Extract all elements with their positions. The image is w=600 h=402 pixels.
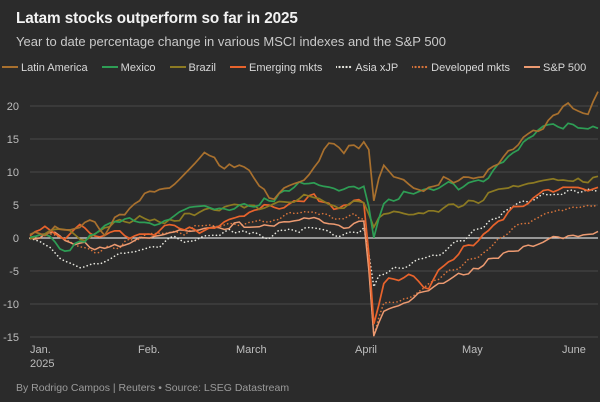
svg-text:-5: -5 — [9, 266, 19, 278]
svg-text:Jan.: Jan. — [30, 344, 51, 356]
svg-text:June: June — [562, 344, 586, 356]
svg-text:20: 20 — [7, 101, 19, 113]
svg-text:May: May — [462, 344, 483, 356]
svg-text:2025: 2025 — [30, 358, 54, 370]
svg-text:-15: -15 — [3, 332, 19, 344]
svg-text:10: 10 — [7, 167, 19, 179]
svg-text:April: April — [355, 344, 377, 356]
svg-text:Feb.: Feb. — [138, 344, 160, 356]
svg-text:15: 15 — [7, 134, 19, 146]
svg-text:5: 5 — [13, 200, 19, 212]
svg-text:0: 0 — [13, 233, 19, 245]
svg-text:-10: -10 — [3, 299, 19, 311]
svg-text:March: March — [236, 344, 267, 356]
